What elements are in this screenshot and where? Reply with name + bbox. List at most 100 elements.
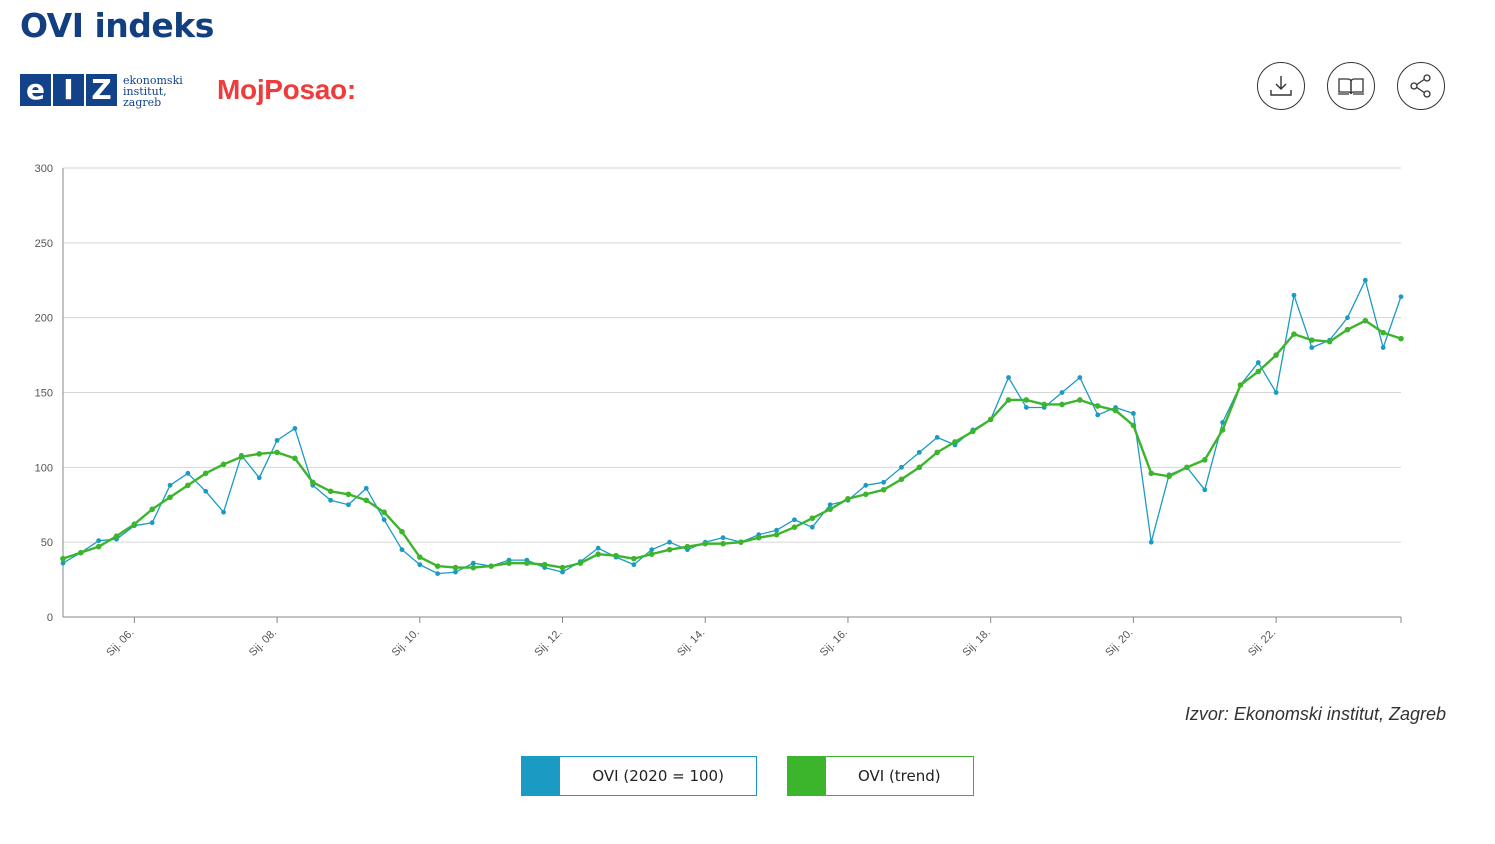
data-point-trend xyxy=(1059,401,1065,408)
legend-label-trend: OVI (trend) xyxy=(857,767,941,785)
data-point-ovi xyxy=(435,571,441,576)
data-point-ovi xyxy=(863,482,869,488)
data-point-trend xyxy=(345,491,352,498)
data-point-trend xyxy=(506,560,512,566)
data-point-ovi xyxy=(1380,345,1386,350)
data-point-ovi xyxy=(899,464,904,470)
data-point-ovi xyxy=(792,517,797,523)
legend-swatch-trend xyxy=(787,757,826,795)
book-icon xyxy=(1338,78,1364,95)
data-point-trend xyxy=(845,495,851,502)
data-point-ovi xyxy=(720,535,726,541)
data-point-ovi xyxy=(346,502,351,508)
chart-legend: OVI (2020 = 100) OVI (trend) xyxy=(0,756,1495,796)
data-point-trend xyxy=(60,555,66,562)
data-point-trend xyxy=(1326,338,1333,345)
data-point-trend xyxy=(1094,403,1101,409)
data-point-ovi xyxy=(221,509,226,515)
legend-item-trend[interactable]: OVI (trend) xyxy=(786,756,974,796)
data-point-ovi xyxy=(470,560,476,566)
data-point-trend xyxy=(791,524,798,530)
eiz-logo-line: zagreb xyxy=(123,96,162,109)
data-point-ovi xyxy=(1255,360,1261,365)
x-tick-label: Sij. 22. xyxy=(1246,627,1278,659)
legend-swatch-ovi xyxy=(522,757,561,795)
data-point-trend xyxy=(898,476,905,483)
y-tick-label: 150 xyxy=(35,388,53,400)
data-point-trend xyxy=(327,488,334,495)
data-point-ovi xyxy=(1398,294,1404,300)
data-point-trend xyxy=(131,521,138,528)
data-point-trend xyxy=(1219,427,1226,433)
download-icon xyxy=(1270,76,1292,96)
data-point-trend xyxy=(1166,473,1172,480)
data-point-trend xyxy=(1380,329,1386,336)
x-tick-label: Sij. 16. xyxy=(818,627,850,659)
data-point-ovi xyxy=(203,488,209,494)
data-point-ovi xyxy=(60,560,66,566)
data-point-trend xyxy=(1112,407,1119,414)
data-point-trend xyxy=(185,482,191,489)
data-point-trend xyxy=(1041,401,1047,408)
eiz-logo-letter-z: Z xyxy=(86,74,117,106)
data-point-ovi xyxy=(916,449,922,455)
data-point-ovi xyxy=(1273,390,1279,395)
data-point-trend xyxy=(452,564,459,571)
eiz-logo-line: institut, xyxy=(123,85,167,98)
data-point-ovi xyxy=(881,479,887,485)
data-point-ovi xyxy=(1291,292,1297,298)
methodology-button[interactable] xyxy=(1327,62,1375,110)
x-tick-label: Sij. 18. xyxy=(961,627,993,659)
data-point-trend xyxy=(880,486,887,493)
data-point-trend xyxy=(78,549,84,556)
ovi-line-chart: 0 50 100 150 200 250 300 Sij. 06. Sij. 08. Sij. 1… xyxy=(35,163,1404,659)
data-point-trend xyxy=(238,454,245,460)
data-point-ovi xyxy=(1023,405,1029,410)
data-point-ovi xyxy=(292,426,298,431)
data-point-ovi xyxy=(1131,411,1136,416)
data-point-ovi xyxy=(1362,277,1368,283)
data-point-ovi xyxy=(827,502,833,508)
y-tick-label: 0 xyxy=(47,612,53,624)
share-button[interactable] xyxy=(1397,62,1445,110)
legend-item-ovi[interactable]: OVI (2020 = 100) xyxy=(521,756,757,796)
data-point-ovi xyxy=(96,538,102,544)
legend-label-ovi: OVI (2020 = 100) xyxy=(592,767,724,785)
data-point-ovi xyxy=(560,569,565,575)
data-point-trend xyxy=(1184,464,1190,471)
data-point-ovi xyxy=(1220,420,1225,425)
data-point-trend xyxy=(1201,457,1208,463)
data-point-ovi xyxy=(185,470,191,476)
eiz-logo-line: ekonomski xyxy=(123,74,183,87)
data-point-trend xyxy=(1291,331,1297,337)
data-point-trend xyxy=(1237,382,1244,388)
data-point-trend xyxy=(559,564,566,571)
series-line-ovi xyxy=(62,279,1402,575)
data-point-trend xyxy=(702,540,709,547)
data-point-trend xyxy=(399,528,405,535)
data-point-trend xyxy=(863,491,869,498)
data-point-trend xyxy=(827,506,833,513)
data-point-trend xyxy=(631,555,637,562)
x-tick-label: Sij. 12. xyxy=(532,627,564,659)
data-point-trend xyxy=(1005,397,1012,403)
data-point-ovi xyxy=(1006,375,1011,380)
data-point-trend xyxy=(738,539,744,545)
data-point-trend xyxy=(755,534,762,541)
data-point-trend xyxy=(488,563,494,569)
data-point-ovi xyxy=(417,562,423,568)
y-tick-label: 300 xyxy=(35,163,53,175)
download-button[interactable] xyxy=(1257,62,1305,110)
data-point-trend xyxy=(934,449,940,456)
data-point-ovi xyxy=(381,517,387,523)
data-point-ovi xyxy=(1202,487,1208,493)
data-point-trend xyxy=(149,506,155,513)
toolbar xyxy=(1257,62,1445,110)
eiz-logo-text: ekonomski institut, zagreb xyxy=(123,75,183,108)
data-point-ovi xyxy=(1059,390,1065,395)
y-tick-label: 50 xyxy=(41,537,53,549)
x-tick-label: Sij. 06. xyxy=(104,627,136,659)
data-point-ovi xyxy=(667,539,672,545)
data-point-ovi xyxy=(649,547,655,553)
data-point-trend xyxy=(595,551,601,557)
